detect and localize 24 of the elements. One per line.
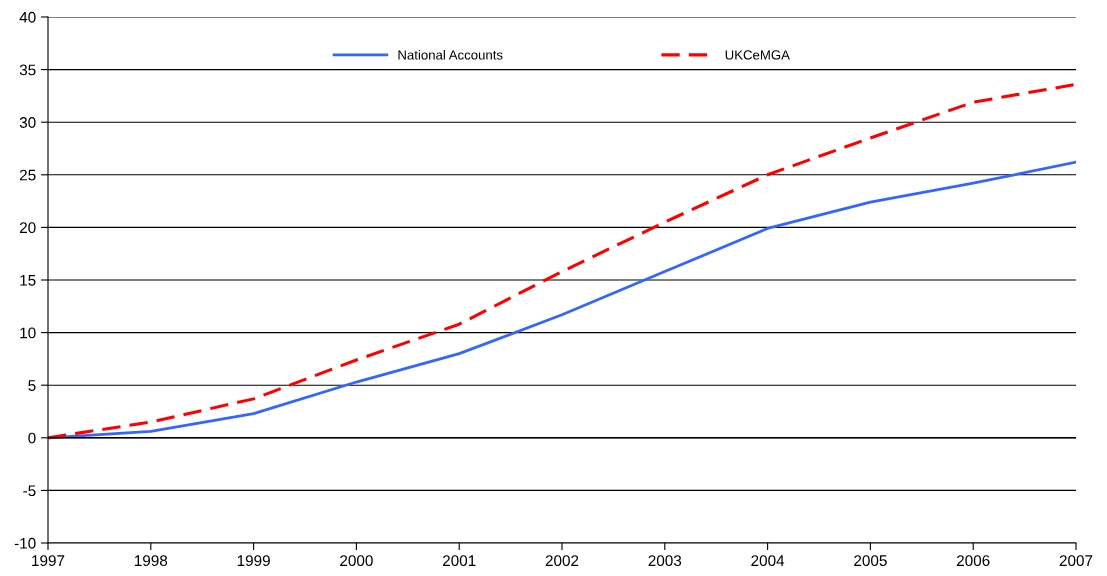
legend-label: UKCeMGA [725, 50, 790, 60]
x-tick-label: 2005 [854, 555, 887, 567]
y-tick-label: 20 [19, 222, 36, 234]
legend-label: National Accounts [398, 49, 503, 60]
x-tick-label: 2000 [340, 555, 373, 567]
x-tick-label: 2003 [648, 555, 682, 567]
x-tick-label: 1998 [134, 555, 168, 567]
y-tick-label: -5 [23, 485, 36, 497]
x-tick-label: 1997 [32, 555, 65, 567]
x-tick-label: 1999 [237, 555, 270, 567]
y-tick-label: -10 [14, 537, 36, 549]
x-tick-label: 2004 [751, 555, 785, 567]
x-tick-label: 2007 [1059, 555, 1093, 567]
x-tick-label: 2002 [545, 555, 579, 567]
y-tick-label: 15 [20, 275, 36, 286]
y-tick-label: 25 [19, 169, 36, 181]
x-tick-label: 2006 [956, 555, 990, 567]
y-tick-label: 35 [19, 64, 36, 76]
y-tick-label: 0 [28, 432, 36, 444]
y-tick-label: 10 [20, 327, 36, 339]
y-tick-label: 30 [19, 117, 36, 128]
x-tick-label: 2001 [442, 555, 476, 567]
y-tick-label: 5 [28, 380, 36, 391]
y-tick-label: 40 [19, 11, 36, 23]
